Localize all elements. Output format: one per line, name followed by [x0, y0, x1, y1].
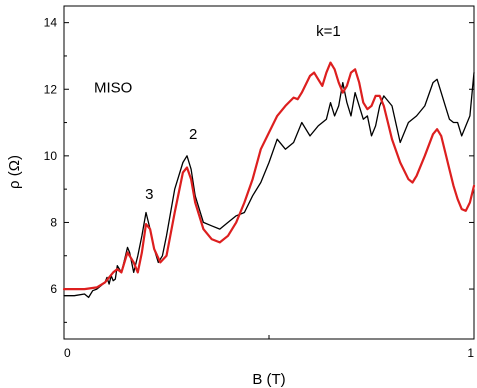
y-tick-label: 8	[50, 215, 57, 229]
series-line-black	[63, 71, 475, 299]
x-tick-label: 0	[64, 346, 71, 360]
plot-frame	[63, 5, 475, 340]
y-axis-label: ρ (Ω)	[6, 155, 23, 189]
y-axis-ticks: 6 8 10 12 14	[44, 16, 474, 323]
annotation-label: MISO	[94, 80, 132, 97]
y-tick-label: 10	[44, 149, 58, 163]
annotation-label: 3	[145, 186, 153, 203]
annotation-label: 2	[189, 126, 197, 143]
annotations: MISO 2 3 k=1	[94, 23, 341, 203]
y-tick-label: 12	[44, 82, 58, 96]
y-tick-label: 6	[50, 282, 57, 296]
annotation-label: k=1	[316, 23, 341, 40]
x-tick-label: 1	[467, 346, 474, 360]
x-axis-label: B (T)	[252, 371, 285, 388]
series-line-red	[62, 61, 476, 291]
series-lines	[62, 61, 476, 299]
y-tick-label: 14	[44, 16, 58, 30]
